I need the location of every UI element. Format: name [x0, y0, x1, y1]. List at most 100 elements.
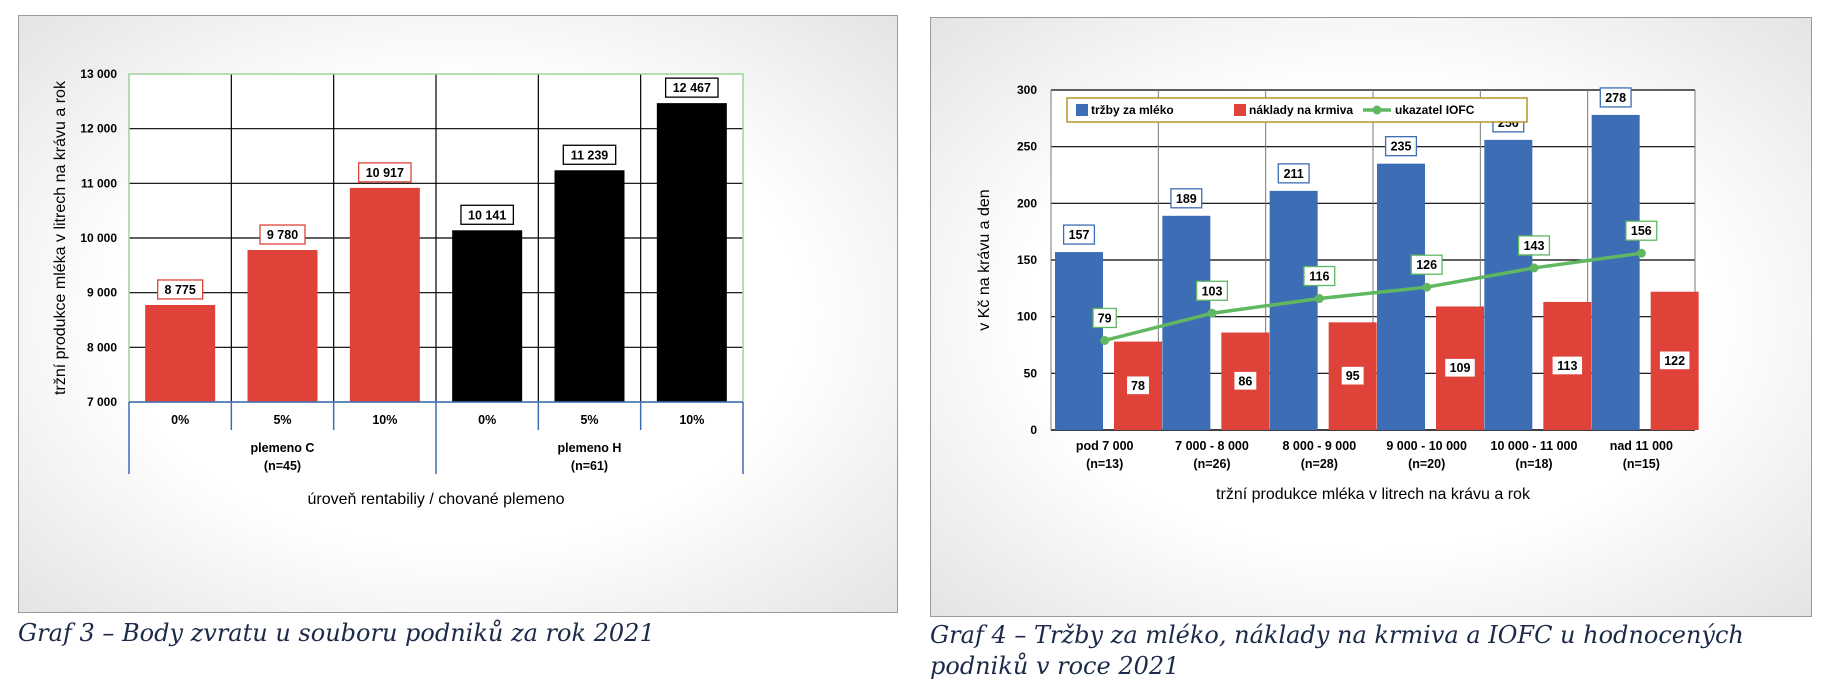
x-tick-label: 5%: [273, 413, 291, 427]
x-tick-count: (n=28): [1301, 457, 1338, 471]
group-label: plemeno H: [558, 441, 622, 455]
data-label-box: [1277, 163, 1310, 184]
data-label: 78: [1131, 379, 1145, 393]
x-axis-title: úroveň rentabiliy / chované plemeno: [307, 491, 564, 508]
bar: [145, 304, 216, 402]
data-label-box: [1384, 136, 1418, 157]
x-tick-label: 9 000 - 10 000: [1386, 439, 1467, 453]
data-label: 156: [1631, 224, 1652, 238]
x-tick-count: (n=15): [1623, 457, 1660, 471]
data-label: 143: [1524, 239, 1545, 253]
data-label: 113: [1557, 359, 1577, 373]
data-label: 157: [1069, 228, 1090, 242]
bar-trzby: [1055, 252, 1103, 430]
y-tick-label: 250: [1017, 140, 1037, 154]
line-point: [1529, 263, 1539, 273]
data-label: 122: [1664, 354, 1685, 368]
y-tick-label: 0: [1030, 423, 1037, 437]
y-tick-label: 150: [1017, 253, 1037, 267]
y-tick-label: 10 000: [80, 231, 117, 245]
bar: [452, 230, 523, 402]
chart-caption-graf-3: Graf 3 – Body zvratu u souboru podniků z…: [18, 619, 655, 647]
data-label-box: [1340, 365, 1365, 386]
data-label: 109: [1450, 361, 1471, 375]
chart-body-zvratu: 7 000 8 000 9 000 10 000 11 000 12 000 13 000 8…: [52, 67, 744, 508]
y-tick-label: 300: [1017, 83, 1037, 97]
x-tick-label: 7 000 - 8 000: [1175, 439, 1249, 453]
y-tick-label: 100: [1017, 310, 1037, 324]
data-label: 126: [1416, 258, 1437, 272]
data-label-box: [1125, 375, 1151, 396]
line-point: [1636, 248, 1646, 258]
x-tick-label: nad 11 000: [1610, 439, 1673, 453]
data-label-box: [157, 279, 204, 300]
y-tick-label: 12 000: [80, 122, 117, 136]
y-tick-label: 13 000: [80, 67, 117, 81]
data-label-box: [1517, 235, 1551, 256]
data-label-box: [1195, 280, 1229, 301]
bar: [554, 170, 625, 402]
legend-swatch: [1234, 104, 1246, 116]
y-tick-label: 8 000: [87, 340, 117, 354]
y-axis-title: tržní produkce mléka v litrech na krávu …: [52, 80, 69, 395]
data-label-box: [1233, 370, 1258, 391]
data-label-box: [1625, 220, 1658, 241]
data-label: 116: [1309, 270, 1329, 284]
legend-swatch-point: [1372, 105, 1382, 115]
data-label-box: [259, 224, 306, 245]
data-label: 79: [1098, 311, 1112, 325]
data-label-box: [1443, 357, 1477, 378]
data-label-box: [562, 144, 617, 165]
bar: [656, 103, 727, 403]
line-point: [1422, 282, 1432, 292]
x-tick-count: (n=26): [1193, 457, 1230, 471]
group-count: (n=45): [264, 459, 301, 473]
chart-trzby-naklady-iofc: 0 50 100 150 200 250 300 157 78 pod 7 000 (n=13) 18…: [976, 83, 1699, 503]
data-label-box: [1170, 188, 1203, 209]
data-label-box: [1551, 355, 1584, 376]
group-label: plemeno C: [251, 441, 315, 455]
bar-trzby: [1377, 163, 1425, 430]
bar: [349, 187, 420, 402]
y-axis-title: v Kč na krávu a den: [976, 189, 993, 330]
x-tick-label: 8 000 - 9 000: [1282, 439, 1356, 453]
data-label-box: [1303, 265, 1336, 287]
data-label-box: [357, 162, 412, 183]
bar-trzby: [1484, 139, 1533, 430]
data-label: 235: [1391, 140, 1412, 154]
data-label: 189: [1176, 192, 1197, 206]
legend-label: náklady na krmiva: [1249, 103, 1353, 117]
x-tick-label: 10%: [679, 413, 704, 427]
x-tick-count: (n=20): [1408, 457, 1445, 471]
data-label: 211: [1284, 167, 1304, 181]
data-label: 95: [1346, 369, 1360, 383]
x-tick-count: (n=18): [1515, 457, 1552, 471]
x-tick-label: 10 000 - 11 000: [1491, 439, 1578, 453]
data-label-box: [460, 204, 515, 225]
y-tick-label: 11 000: [81, 176, 117, 190]
y-tick-label: 7 000: [87, 395, 117, 409]
series-line-iofc: [1104, 251, 1642, 343]
data-label: 10 917: [366, 166, 404, 180]
legend-swatch: [1076, 104, 1088, 116]
legend-label: tržby za mléko: [1091, 103, 1174, 117]
y-tick-label: 50: [1024, 366, 1038, 380]
chart-panel-body-zvratu: 7 000 8 000 9 000 10 000 11 000 12 000 13 000 8…: [18, 15, 898, 613]
data-label: 9 780: [267, 228, 298, 242]
line-point: [1314, 294, 1324, 304]
x-tick-label: 0%: [478, 413, 496, 427]
bar-trzby: [1269, 190, 1318, 430]
data-label-box: [1092, 307, 1117, 329]
data-label: 278: [1605, 91, 1626, 105]
data-label: 12 467: [673, 81, 711, 95]
legend-label: ukazatel IOFC: [1395, 103, 1475, 117]
x-tick-label: 10%: [372, 413, 397, 427]
data-label: 86: [1238, 374, 1252, 388]
x-tick-count: (n=13): [1086, 457, 1123, 471]
x-tick-label: pod 7 000: [1076, 439, 1134, 453]
chart-panel-trzby-naklady-iofc: 0 50 100 150 200 250 300 157 78 pod 7 000 (n=13) 18…: [930, 17, 1812, 617]
data-label-box: [1410, 254, 1443, 275]
data-label-box: [1599, 87, 1632, 108]
data-label-box: [1658, 350, 1691, 371]
data-label-box: [1062, 224, 1096, 245]
